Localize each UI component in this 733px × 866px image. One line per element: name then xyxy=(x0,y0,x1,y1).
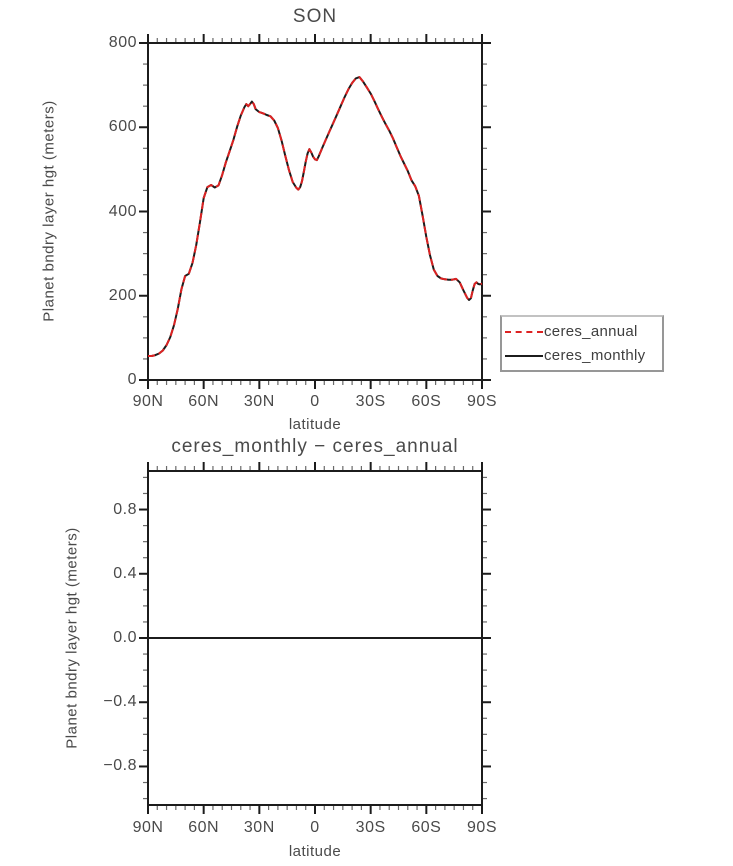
x-tick-label: 30S xyxy=(355,819,386,836)
x-tick-label: 60S xyxy=(411,393,442,410)
x-tick-label: 0 xyxy=(310,393,320,410)
y-tick-label: 0.8 xyxy=(113,500,137,518)
legend-label-ceres-annual: ceres_annual xyxy=(544,323,638,340)
panel2-plot-area xyxy=(139,462,491,814)
y-tick-label: −0.4 xyxy=(103,693,137,711)
series-line-ceres_monthly xyxy=(148,76,483,357)
y-tick-label: 200 xyxy=(108,286,137,304)
legend-line-sample-solid xyxy=(505,354,543,357)
y-tick-label: 0 xyxy=(127,371,137,388)
panel2-xaxis-label: latitude xyxy=(288,843,342,860)
x-tick-label: 60N xyxy=(188,819,220,836)
panel1-yaxis-label: Planet bndry layer hgt (meters) xyxy=(40,100,58,322)
x-tick-label: 90N xyxy=(132,819,164,836)
x-tick-label: 60N xyxy=(188,393,220,410)
legend-box: ceres_annual ceres_monthly xyxy=(500,315,664,372)
panel1-plot-area xyxy=(139,34,491,389)
x-tick-label: 0 xyxy=(310,819,320,836)
legend-entry-ceres-annual: ceres_annual xyxy=(502,320,662,344)
y-tick-label: 400 xyxy=(108,202,137,220)
legend-label-ceres-monthly: ceres_monthly xyxy=(544,347,646,364)
y-tick-label: 600 xyxy=(108,118,137,136)
x-tick-label: 30N xyxy=(243,393,275,410)
y-tick-label: 0.4 xyxy=(113,564,137,582)
x-tick-label: 30S xyxy=(355,393,386,410)
panel1-title: SON xyxy=(292,6,338,27)
x-tick-label: 90S xyxy=(467,819,497,836)
x-tick-label: 90S xyxy=(467,393,497,410)
y-tick-label: 800 xyxy=(108,34,137,51)
legend-entry-ceres-monthly: ceres_monthly xyxy=(502,344,662,368)
panel2-yaxis-label: Planet bndry layer hgt (meters) xyxy=(63,527,81,749)
panel1-xaxis-label: latitude xyxy=(288,416,342,433)
x-tick-label: 30N xyxy=(243,819,275,836)
plot-frame xyxy=(147,42,483,381)
y-tick-label: −0.8 xyxy=(103,757,137,775)
y-tick-label: 0.0 xyxy=(113,629,137,646)
x-tick-label: 60S xyxy=(411,819,442,836)
legend-line-sample-dashed xyxy=(505,330,543,333)
series-line-ceres_annual xyxy=(148,76,483,357)
panel2-title: ceres_monthly − ceres_annual xyxy=(171,436,459,457)
x-tick-label: 90N xyxy=(132,393,164,410)
